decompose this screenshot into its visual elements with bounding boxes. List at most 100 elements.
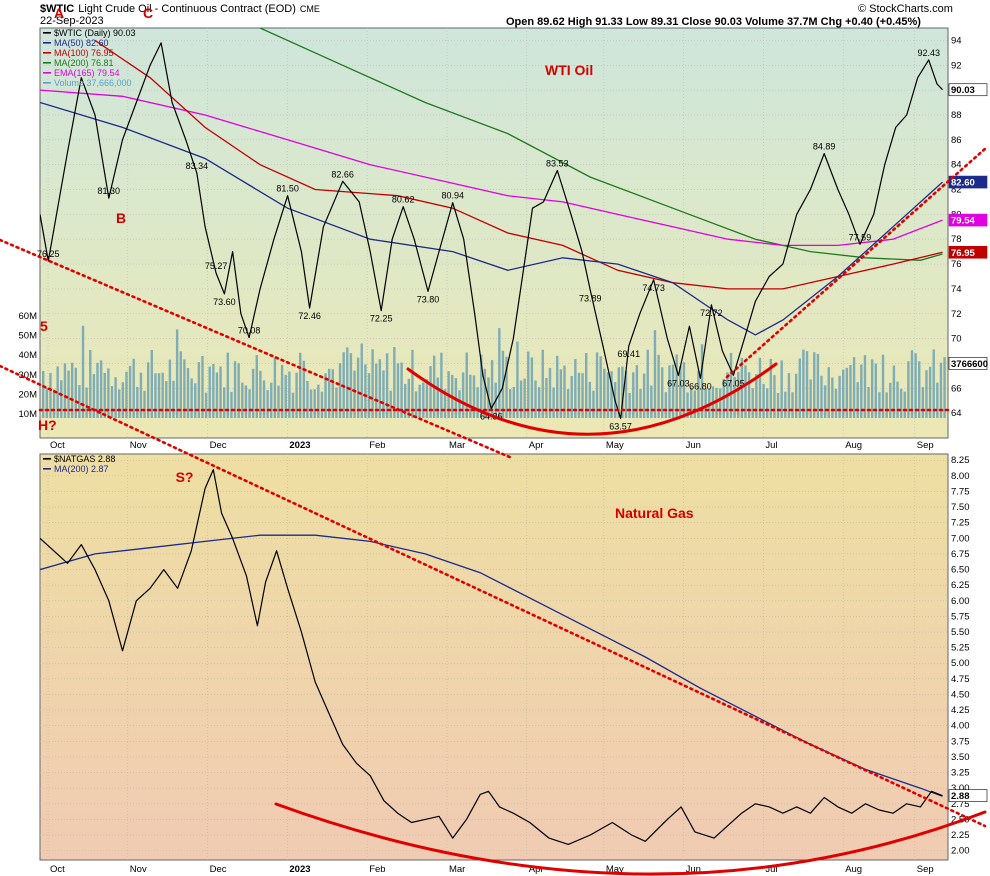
volume-bar (42, 370, 45, 418)
volume-bar (585, 353, 588, 418)
volume-bar (483, 368, 487, 418)
wti-price-annotation-0: 76.25 (37, 249, 60, 259)
volume-bar (125, 371, 128, 418)
volume-bar (407, 378, 411, 418)
wti-price-annotation-12: 80.94 (441, 191, 464, 201)
natgas-y-tick-1: 2.25 (951, 830, 970, 841)
volume-bar (563, 365, 566, 418)
volume-bar (867, 386, 870, 418)
wti-price-annotation-21: 72.72 (700, 308, 723, 318)
wti-y-tick-9: 82 (951, 185, 962, 196)
wti-y-tick-0: 64 (951, 408, 962, 419)
volume-bar (556, 355, 559, 418)
volume-bar (78, 385, 81, 418)
wti-value-badge-3-text: 76.95 (951, 248, 975, 259)
wti-y-tick-10: 84 (951, 160, 962, 171)
volume-bar (766, 388, 769, 418)
wti-value-badge-0-text: 90.03 (951, 85, 975, 96)
volume-bar (204, 392, 208, 418)
wti-x-tick-3: 2023 (289, 440, 310, 451)
volume-bar (49, 373, 52, 418)
wti-price-annotation-3: 75.27 (205, 261, 228, 271)
volume-bar (56, 366, 59, 418)
volume-bar (186, 368, 190, 418)
volume-bar (577, 372, 581, 418)
stockcharts-brand: © StockCharts.com (858, 3, 953, 15)
volume-bar (842, 369, 845, 418)
volume-bar (45, 387, 49, 418)
wti-legend-item-0: $WTIC (Daily) 90.03 (54, 28, 136, 38)
wti-panel-title: WTI Oil (545, 62, 593, 78)
volume-bar (476, 387, 479, 418)
volume-bar (237, 363, 240, 418)
natgas-y-tick-12: 5.00 (951, 658, 970, 669)
volume-bar (718, 388, 722, 418)
natgas-y-tick-7: 3.75 (951, 736, 970, 747)
volume-bar (537, 387, 541, 418)
natgas-y-tick-14: 5.50 (951, 627, 970, 638)
volume-bar (675, 354, 678, 418)
wti-y-tick-4: 72 (951, 309, 962, 320)
wti-panel-bg (39, 27, 949, 439)
volume-bar (650, 385, 653, 418)
analyst-trendlines (0, 146, 988, 876)
natgas-y-tick-5: 3.25 (951, 768, 970, 779)
natgas-x-tick-9: Jul (765, 864, 777, 875)
volume-bar (81, 325, 85, 418)
volume-bar (197, 362, 201, 418)
wti-y-tick-3: 70 (951, 334, 962, 345)
volume-bar (624, 370, 628, 418)
volume-bar (128, 365, 132, 418)
natgas-x-tick-3: 2023 (289, 864, 310, 875)
volume-bar (827, 367, 830, 418)
volume-bar (606, 372, 610, 418)
volume-bar (689, 387, 693, 418)
volume-bar (295, 372, 298, 418)
volume-bar (299, 352, 302, 418)
volume-bar (172, 380, 175, 418)
volume-bar (878, 392, 881, 418)
volume-bar (838, 375, 841, 418)
wti-ma200-line (259, 28, 943, 261)
volume-bar (570, 376, 573, 418)
natgas-ma200-line (40, 534, 943, 797)
natgas-value-badge-0: 2.88 (948, 789, 988, 802)
volume-bar (201, 355, 204, 418)
volume-bar (490, 360, 494, 418)
volume-bar (154, 373, 157, 418)
wti-y-tick-14: 92 (951, 60, 962, 71)
wti-price-annotation-14: 83.53 (546, 159, 569, 169)
volume-bar (255, 355, 258, 418)
natgas-y-tick-19: 6.75 (951, 549, 970, 560)
volume-bar (925, 370, 928, 418)
volume-bar (885, 392, 888, 418)
volume-bar (592, 390, 595, 418)
natgas-y-tick-17: 6.25 (951, 580, 970, 591)
volume-bar (686, 392, 689, 418)
volume-bar (581, 373, 584, 418)
volume-bar (610, 371, 613, 418)
volume-bar (831, 377, 834, 418)
natgas-panel-bg (39, 453, 949, 861)
volume-bar (168, 359, 172, 418)
wti-volume-tick-3: 40M (19, 350, 38, 361)
volume-bar (755, 374, 758, 418)
natgas-x-tick-5: Mar (449, 864, 465, 875)
wti-price-annotation-16: 63.57 (609, 421, 632, 431)
volume-bar (335, 387, 338, 418)
volume-bar (635, 365, 639, 418)
wti-value-badge-4-bg (948, 357, 988, 370)
volume-bar (892, 365, 896, 418)
wti-volume-tick-1: 20M (19, 389, 38, 400)
wti-price-line (40, 42, 943, 420)
natgas-value-badge-0-bg (948, 789, 988, 802)
natgas-y-tick-4: 3.00 (951, 783, 970, 794)
volume-bar (661, 367, 664, 418)
volume-bar (110, 386, 114, 418)
wti-wave-label-2: B (116, 210, 126, 226)
natgas-y-tick-24: 8.00 (951, 471, 970, 482)
wti-price-annotation-10: 80.62 (392, 195, 415, 205)
wti-volume-tick-2: 30M (19, 370, 38, 381)
volume-bar (327, 368, 331, 418)
volume-bar (751, 388, 754, 418)
